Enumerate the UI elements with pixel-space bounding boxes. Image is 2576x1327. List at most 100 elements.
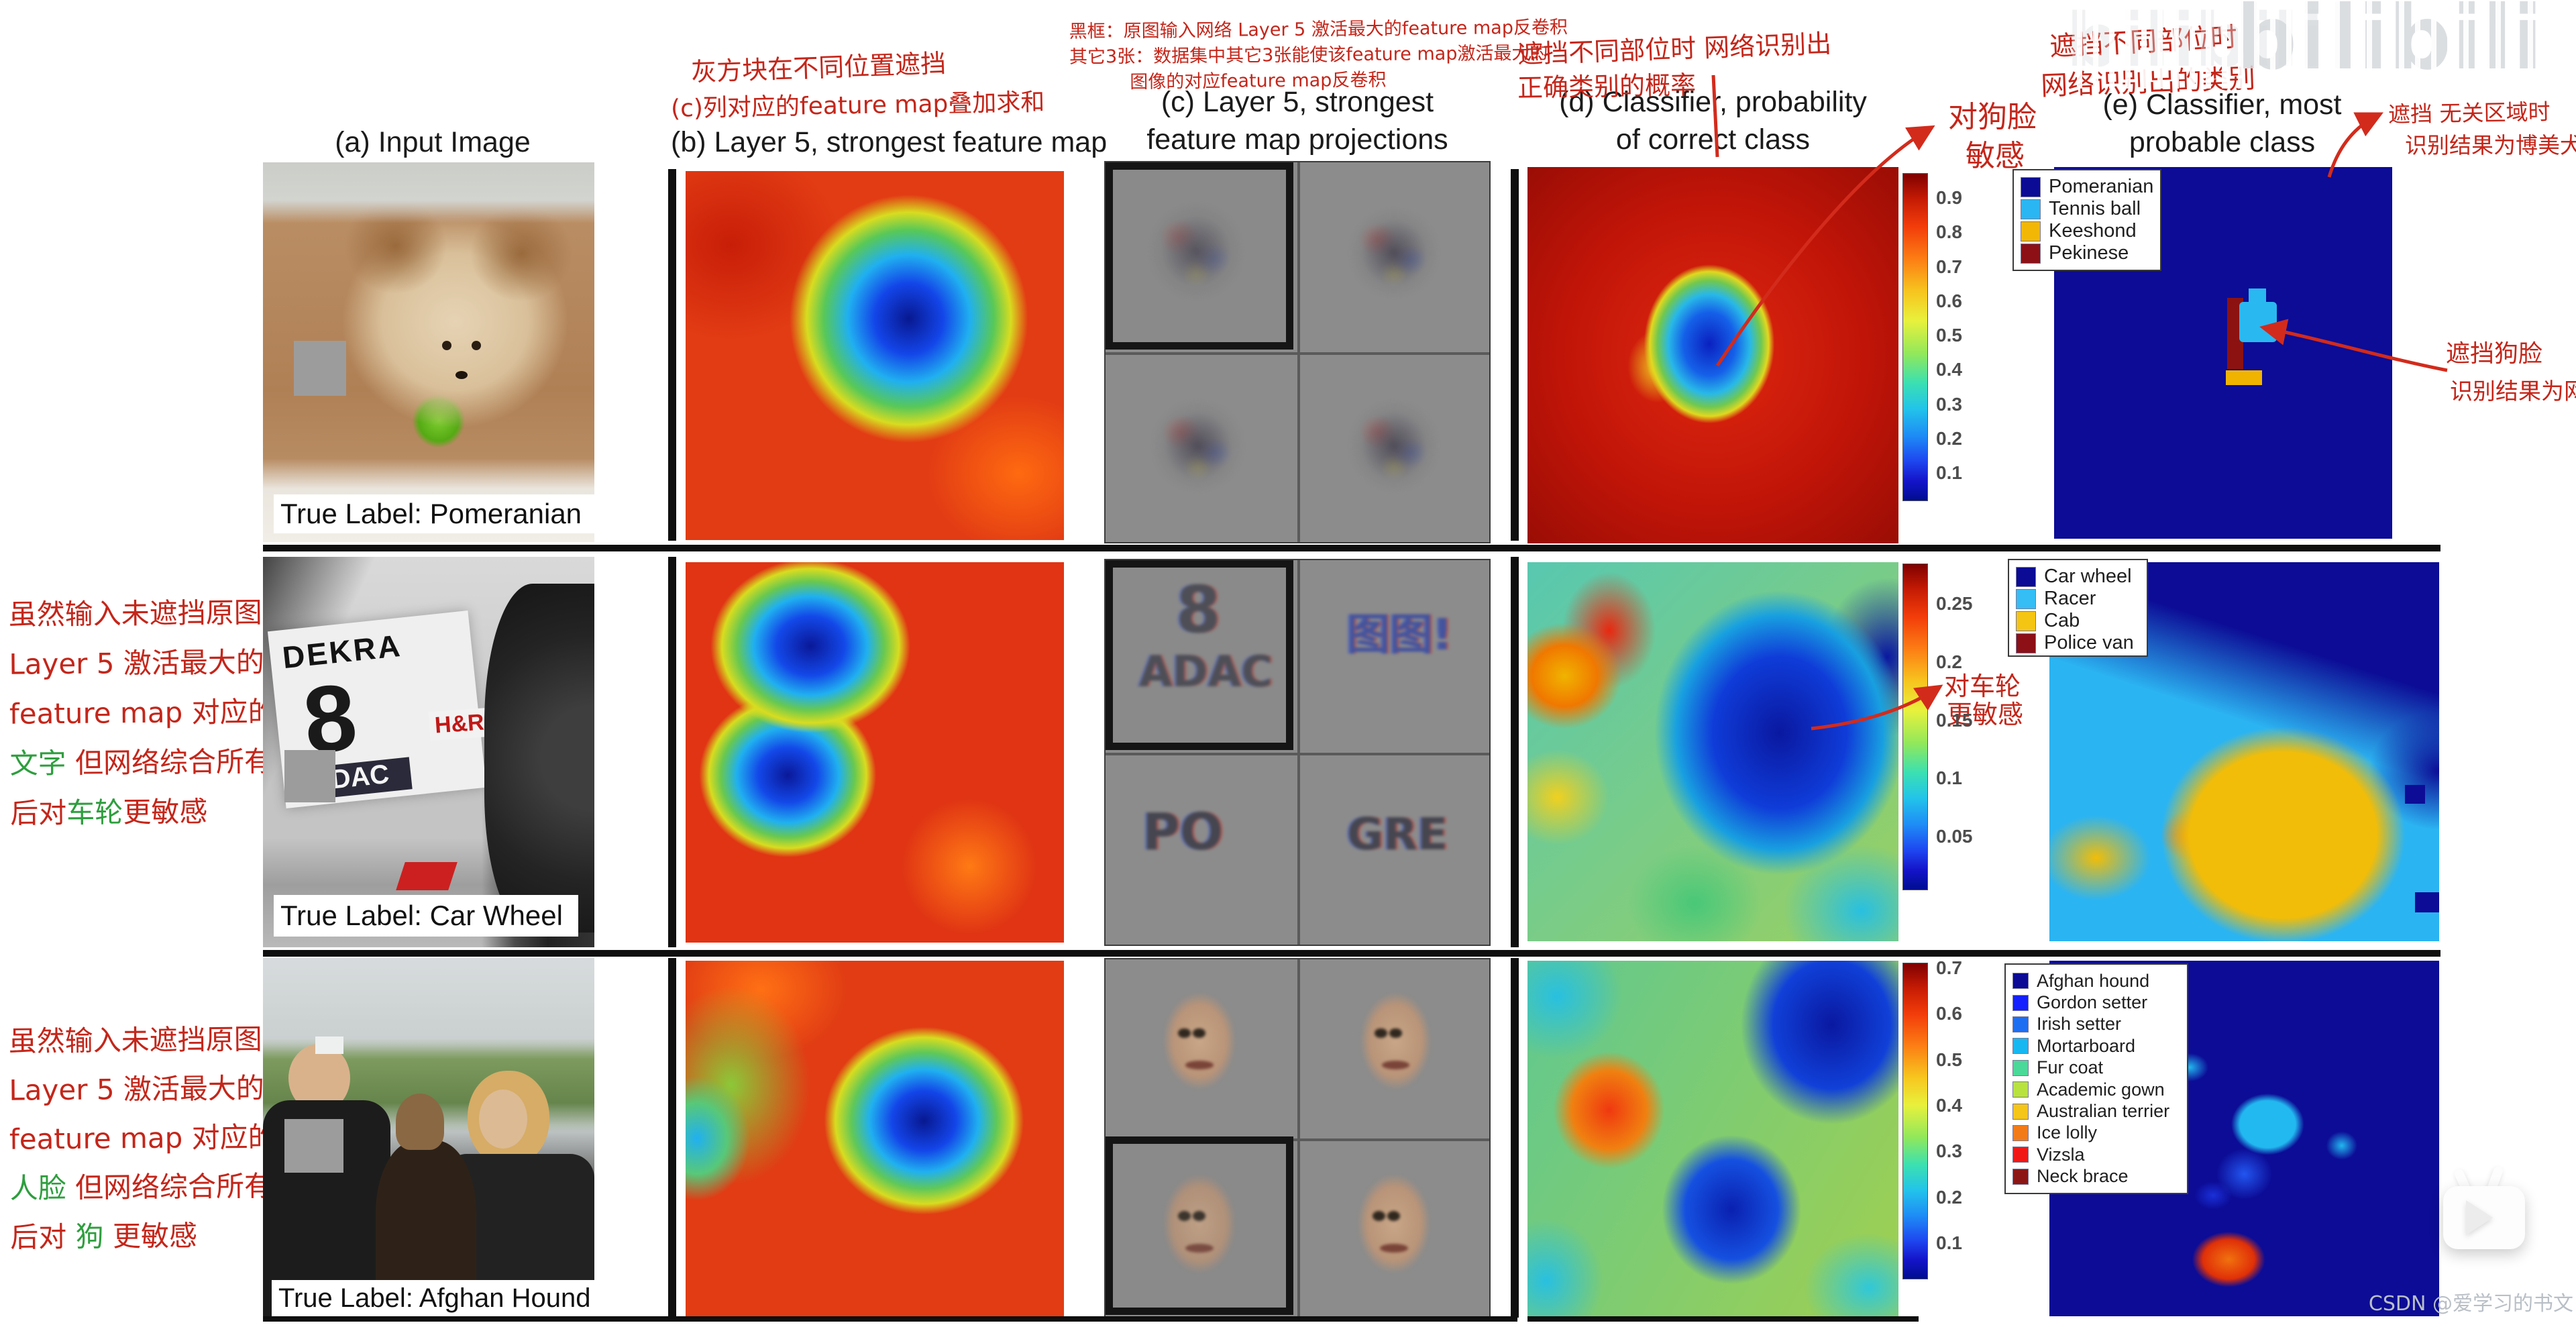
deconv-text-adac: ADAC — [1139, 647, 1273, 697]
legend-item: Afghan hound — [2012, 971, 2180, 992]
highlighted-word: 文字 — [9, 746, 66, 780]
handwritten-text: Layer 5 激活最大的 — [9, 645, 265, 681]
legend-item: Neck brace — [2012, 1166, 2180, 1187]
legend-item: Vizsla — [2012, 1145, 2180, 1165]
note-irrelevant-region-line2: 识别结果为博美犬 — [2405, 132, 2576, 158]
feature-map-heatmap-row3 — [686, 961, 1064, 1316]
header-probability-line2: of correct class — [1615, 123, 1811, 156]
deconv-dogface-1 — [1126, 179, 1267, 323]
note-occlusion-probability-line2: 正确类别的概率 — [1517, 70, 1697, 103]
header-layer5-feature-map: (b) Layer 5, strongest feature map — [671, 126, 1108, 158]
deconv-face-1 — [1136, 976, 1263, 1117]
classmap-row1-tennisball-patch — [2239, 302, 2277, 342]
classmap-row2-navy-sq1 — [2388, 627, 2407, 646]
deconv-dogface-2 — [1327, 186, 1461, 320]
handwritten-text: Layer 5 激活最大的 — [9, 1071, 265, 1107]
occluder-square-row3 — [284, 1119, 343, 1173]
play-triangle-icon — [2466, 1200, 2493, 1235]
handwritten-line: 虽然输入未遮挡原图 — [8, 1014, 270, 1065]
feature-projections-row1 — [1104, 161, 1491, 543]
legend-swatch — [2012, 1081, 2029, 1098]
black-frame-row1 — [1106, 162, 1293, 350]
handwritten-line: feature map 对应的特征是 — [9, 1112, 361, 1163]
legend-swatch — [2012, 1016, 2029, 1032]
deconv-face-4 — [1330, 1157, 1458, 1302]
legend-label: Australian terrier — [2037, 1101, 2170, 1122]
play-icon[interactable] — [2443, 1186, 2525, 1249]
bottom-border-abc — [263, 1316, 1517, 1322]
colorbar-row3 — [1902, 963, 1928, 1279]
legend-label: Fur coat — [2037, 1057, 2104, 1078]
legend-item: Pekinese — [2021, 242, 2153, 264]
legend-item: Irish setter — [2012, 1014, 2180, 1034]
true-label-row3: True Label: Afghan Hound — [272, 1280, 597, 1316]
classmap-row2-navy-sq2 — [2415, 671, 2432, 688]
feature-projections-row2: 8 ADAC 图图! PO GRE — [1104, 559, 1491, 946]
deconv-text-8: 8 — [1176, 572, 1221, 647]
legend-swatch — [2016, 588, 2036, 609]
grid-divider-horizontal — [1106, 752, 1489, 755]
grid-divider-horizontal — [1106, 352, 1489, 355]
row-divider-1 — [263, 545, 2440, 551]
note-dog-face-sensitive-line1: 对狗脸 — [1948, 100, 2037, 134]
handwritten-line: 人脸 但网络综合所有特征 — [9, 1161, 329, 1212]
colorbar-ticks-row2: 0.25 0.2 0.15 0.1 0.05 — [1936, 593, 1973, 847]
bilibili-glitch-stripes — [2066, 0, 2576, 89]
legend-label: Pomeranian — [2049, 176, 2154, 197]
highlighted-word: 狗 — [75, 1220, 104, 1253]
feature-map-heatmap-row1 — [686, 171, 1064, 540]
legend-item: Keeshond — [2021, 220, 2153, 242]
legend-label: Pekinese — [2049, 242, 2129, 264]
legend-item: Pomeranian — [2021, 176, 2153, 198]
note-gray-square-occlusion: 灰方块在不同位置遮挡 — [690, 48, 947, 87]
legend-label: Neck brace — [2037, 1166, 2129, 1187]
handwritten-text: 更敏感 — [103, 1219, 198, 1253]
handwritten-text: 后对 — [10, 796, 67, 830]
column-divider-ab-row3 — [668, 958, 676, 1318]
legend-item: Car wheel — [2016, 566, 2140, 588]
dog-eye-left — [441, 341, 451, 351]
legend-swatch — [2012, 1038, 2029, 1055]
legend-label: Car wheel — [2044, 566, 2132, 587]
legend-row2: Car wheel Racer Cab Police van — [2008, 559, 2148, 657]
handwritten-text: 更敏感 — [123, 795, 208, 829]
dog-nose — [455, 371, 468, 380]
legend-item: Fur coat — [2012, 1057, 2180, 1078]
legend-item: Racer — [2016, 588, 2140, 610]
handwritten-text: 虽然输入未遮挡原图 — [8, 596, 262, 631]
note-occlude-dog-face-line1: 遮挡狗脸 — [2446, 340, 2543, 368]
header-projections-line2: feature map projections — [1146, 123, 1448, 156]
background-building — [315, 1037, 343, 1054]
legend-swatch — [2021, 199, 2041, 219]
legend-label: Tennis ball — [2049, 198, 2141, 219]
occlusion-heatmap-row3 — [1527, 961, 1898, 1316]
note-wheel-sensitive-line1: 对车轮 — [1944, 672, 2021, 701]
note-feature-map-sum: (c)列对应的feature map叠加求和 — [670, 89, 1045, 123]
colorbar-ticks-row3: 0.7 0.6 0.5 0.4 0.3 0.2 0.1 — [1936, 957, 1962, 1253]
legend-swatch — [2021, 176, 2041, 197]
car-red-chevron — [396, 862, 458, 890]
note-black-frame-explanation: 黑框：原图输入网络 Layer 5 激活最大的feature map反卷积 其它… — [1069, 15, 1568, 96]
legend-swatch — [2012, 1103, 2029, 1120]
handwritten-line: Layer 5 激活最大的 — [9, 637, 271, 689]
legend-swatch — [2021, 221, 2041, 242]
legend-item: Gordon setter — [2012, 992, 2180, 1013]
feature-map-heatmap-row2 — [686, 562, 1064, 943]
legend-swatch — [2012, 1147, 2029, 1163]
note-row2-left-explanation: 虽然输入未遮挡原图 Layer 5 激活最大的 feature map 对应的特征是… — [8, 588, 360, 838]
legend-swatch — [2021, 243, 2041, 264]
legend-swatch — [2012, 1059, 2029, 1076]
deconv-text-gre: GRE — [1347, 808, 1448, 860]
deconv-face-2 — [1334, 976, 1458, 1117]
legend-label: Academic gown — [2037, 1079, 2165, 1100]
classmap-row2-navy-sq4 — [2415, 892, 2439, 912]
legend-item: Police van — [2016, 632, 2140, 654]
occlusion-heatmap-row1 — [1527, 167, 1898, 543]
legend-item: Academic gown — [2012, 1079, 2180, 1100]
legend-swatch — [2012, 1168, 2029, 1185]
colorbar-ticks-row1: 0.9 0.8 0.7 0.6 0.5 0.4 0.3 0.2 0.1 — [1936, 187, 1962, 483]
bottom-border-d — [1527, 1316, 1919, 1322]
legend-label: Gordon setter — [2037, 992, 2148, 1013]
note-row3-left-explanation: 虽然输入未遮挡原图 Layer 5 激活最大的 feature map 对应的特征是… — [8, 1014, 361, 1261]
